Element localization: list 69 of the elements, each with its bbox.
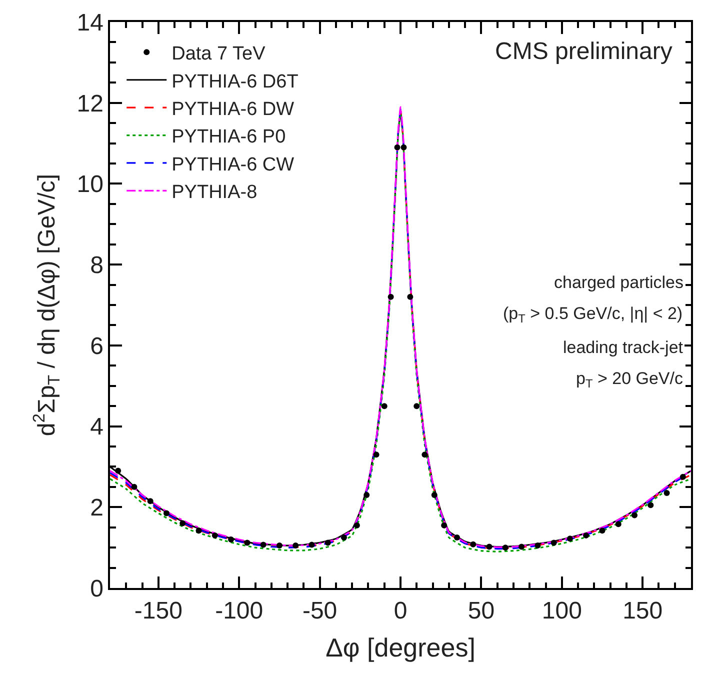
y-tick-label: 12	[76, 90, 104, 118]
y-tick-label: 4	[90, 414, 104, 441]
legend-label: PYTHIA-6 DW	[172, 98, 294, 120]
point	[454, 534, 460, 540]
point	[441, 522, 448, 528]
point	[431, 492, 438, 498]
y-tick-label: 8	[90, 252, 104, 279]
annotation: p$_{T}$ > 20 GeV/c	[576, 369, 684, 391]
point	[196, 528, 202, 534]
legend-label: Data 7 TeV	[172, 44, 266, 65]
legend-label: PYTHIA-6 CW	[172, 154, 294, 176]
point	[566, 536, 573, 542]
point	[648, 502, 654, 508]
y-tick-label: 10	[76, 171, 104, 198]
x-tick-label: -100	[215, 598, 264, 625]
point	[341, 534, 348, 540]
point	[407, 294, 414, 300]
x-tick-label: -150	[134, 598, 182, 625]
point	[115, 468, 122, 474]
point	[276, 542, 282, 549]
point	[394, 144, 400, 150]
point	[664, 490, 670, 496]
point	[400, 144, 407, 150]
point	[163, 510, 170, 516]
point	[502, 544, 508, 551]
point	[228, 536, 234, 542]
x-tick-label: 150	[622, 598, 663, 625]
point	[680, 474, 686, 480]
point	[534, 542, 541, 549]
point	[632, 512, 638, 518]
point	[486, 544, 492, 550]
point	[615, 521, 622, 528]
point	[583, 532, 590, 538]
x-axis-title: Δφ [degrees]	[326, 632, 476, 663]
y-tick-label: 6	[90, 332, 104, 360]
point	[354, 522, 360, 528]
x-tick-label: 0	[394, 598, 408, 625]
annotation: leading track-jet	[563, 338, 684, 357]
point	[414, 403, 420, 410]
annotation: charged particles	[554, 273, 684, 292]
legend-label: PYTHIA-6 D6T	[172, 71, 299, 92]
y-tick-label: 2	[90, 494, 104, 522]
annotation: CMS preliminary	[495, 38, 672, 65]
point	[470, 541, 476, 548]
legend-label: PYTHIA-8	[172, 182, 258, 204]
point	[180, 520, 186, 526]
point	[308, 542, 315, 548]
point	[388, 294, 394, 300]
point	[599, 528, 606, 534]
y-tick-label: 0	[90, 575, 104, 602]
point	[381, 403, 388, 410]
point	[364, 492, 370, 498]
point	[147, 498, 154, 504]
annotation: (p$_{T}$ > 0.5 GeV/c, |η| < 2)	[503, 304, 683, 326]
x-tick-label: 100	[542, 598, 582, 625]
point	[212, 532, 218, 538]
x-tick-label: 50	[468, 598, 495, 625]
point	[373, 452, 380, 458]
point	[518, 544, 525, 550]
point	[292, 542, 299, 549]
legend-label: PYTHIA-6 P0	[172, 126, 286, 148]
point	[131, 484, 138, 490]
point	[550, 540, 557, 546]
y-tick-label: 14	[76, 9, 104, 36]
point	[244, 540, 250, 546]
point	[422, 452, 428, 458]
point	[260, 542, 266, 548]
x-tick-label: -50	[302, 598, 338, 625]
point	[324, 540, 331, 546]
